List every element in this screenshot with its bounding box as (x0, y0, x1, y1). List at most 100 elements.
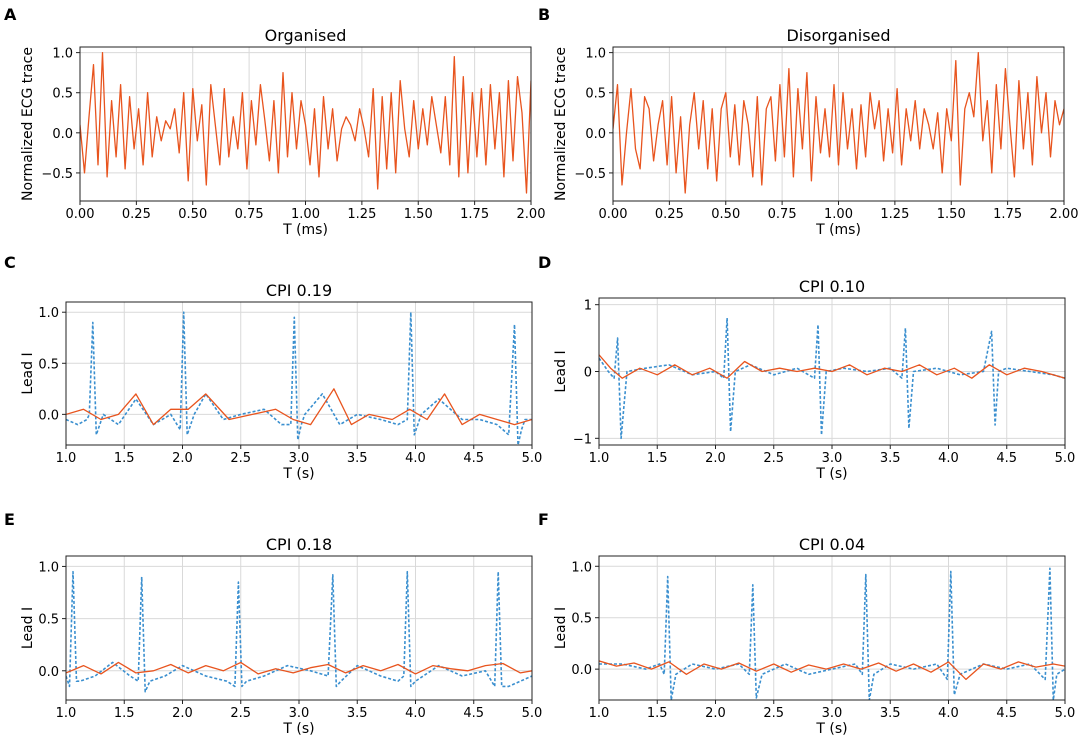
x-tick-label: 4.5 (996, 451, 1017, 466)
panel-e: E 1.0 1.5 2.0 2.5 3.0 3.5 4.0 4.5 5.0 0.0 0.5 1.0 CPI… (4, 510, 542, 737)
x-tick-label: 0.25 (655, 207, 684, 222)
x-tick-label: 1.5 (647, 706, 668, 721)
panel-d: D 1.0 1.5 2.0 2.5 3.0 3.5 4.0 4.5 5.0 −1 0 1 CPI 0.10… (538, 253, 1075, 482)
x-axis-label: T (s) (282, 466, 314, 482)
series-line-ecg (80, 51, 531, 194)
x-tick-label: 3.5 (347, 451, 368, 466)
y-tick-label: 0.0 (52, 127, 73, 142)
x-tick-label: 5.0 (522, 706, 543, 721)
x-tick-label: 1.75 (460, 207, 489, 222)
x-tick-label: 2.5 (230, 451, 251, 466)
x-tick-label: 1.5 (647, 451, 668, 466)
x-tick-label: 2.5 (230, 706, 251, 721)
x-tick-label: 1.5 (114, 451, 135, 466)
y-tick-label: 0.5 (52, 87, 73, 102)
x-axis-label: T (ms) (282, 222, 328, 238)
x-tick-label: 1.00 (291, 207, 320, 222)
chart-title: CPI 0.10 (799, 277, 865, 296)
x-tick-label: 1.25 (880, 207, 909, 222)
series-line-ecg (613, 51, 1064, 194)
y-tick-label: 0.0 (38, 408, 59, 423)
x-tick-label: 1.0 (589, 451, 610, 466)
y-tick-label: 0.5 (571, 612, 592, 627)
panel-b: B 0.00 0.25 0.50 0.75 1.00 1.25 1.50 1.75 2.00 −0.… (538, 5, 1078, 238)
x-tick-label: 0.50 (711, 207, 740, 222)
x-tick-label: 2.0 (705, 706, 726, 721)
x-axis-label: T (ms) (815, 222, 861, 238)
x-tick-label: 3.5 (347, 706, 368, 721)
series-line-reconstruction (599, 354, 1065, 379)
panel-letter: B (538, 5, 550, 24)
x-tick-label: 0.50 (178, 207, 207, 222)
chart-title: Organised (265, 26, 347, 45)
series-line-reconstruction (599, 660, 1065, 681)
x-tick-label: 4.5 (463, 706, 484, 721)
y-axis-label: Lead I (20, 607, 36, 649)
chart-title: CPI 0.19 (266, 281, 332, 300)
y-tick-label: 1.0 (585, 47, 606, 62)
x-tick-label: 2.00 (517, 207, 546, 222)
x-tick-label: 4.0 (938, 706, 959, 721)
y-tick-label: −1 (573, 432, 592, 447)
chart-title: CPI 0.04 (799, 535, 865, 554)
x-tick-label: 4.0 (405, 451, 426, 466)
y-tick-label: 0.5 (38, 357, 59, 372)
series-line-reconstruction (66, 388, 532, 426)
x-tick-label: 3.5 (880, 451, 901, 466)
panel-a: A 0.00 0.25 0.50 0.75 1.00 1.25 1.50 1.75 2.00 −0.… (4, 5, 545, 238)
y-axis-label: Normalized ECG trace (20, 47, 36, 201)
x-axis-label: T (s) (815, 721, 847, 737)
x-tick-label: 1.75 (993, 207, 1022, 222)
panel-letter: F (538, 510, 549, 529)
x-tick-label: 1.00 (824, 207, 853, 222)
x-tick-label: 3.0 (822, 451, 843, 466)
x-tick-label: 2.0 (172, 706, 193, 721)
x-axis-label: T (s) (282, 721, 314, 737)
x-axis-label: T (s) (815, 466, 847, 482)
x-tick-label: 0.75 (235, 207, 264, 222)
panel-letter: C (4, 253, 16, 272)
y-tick-label: 1.0 (38, 560, 59, 575)
x-tick-label: 3.5 (880, 706, 901, 721)
y-tick-label: 1 (584, 299, 592, 314)
x-tick-label: 1.0 (56, 706, 77, 721)
x-tick-label: 5.0 (1055, 706, 1076, 721)
panel-f: F 1.0 1.5 2.0 2.5 3.0 3.5 4.0 4.5 5.0 0.0 0.5 1.0 CPI… (538, 510, 1075, 737)
x-tick-label: 1.0 (56, 451, 77, 466)
series-line-ecg (66, 311, 532, 445)
series-line-reconstruction (66, 661, 532, 675)
x-tick-label: 2.00 (1050, 207, 1079, 222)
chart-title: CPI 0.18 (266, 535, 332, 554)
y-tick-label: 0.0 (571, 663, 592, 678)
x-tick-label: 2.5 (763, 451, 784, 466)
y-tick-label: −0.5 (41, 167, 73, 182)
y-axis-label: Normalized ECG trace (553, 47, 569, 201)
y-tick-label: 0 (584, 366, 592, 381)
x-tick-label: 2.0 (705, 451, 726, 466)
x-tick-label: 3.0 (822, 706, 843, 721)
y-tick-label: 0.5 (585, 87, 606, 102)
x-tick-label: 3.0 (289, 706, 310, 721)
x-tick-label: 5.0 (1055, 451, 1076, 466)
x-tick-label: 4.5 (996, 706, 1017, 721)
x-tick-label: 4.0 (405, 706, 426, 721)
chart-title: Disorganised (786, 26, 890, 45)
y-tick-label: 1.0 (52, 47, 73, 62)
x-tick-label: 0.00 (66, 207, 95, 222)
series-line-ecg (599, 317, 1065, 440)
y-tick-label: 0.5 (38, 613, 59, 628)
x-tick-label: 4.5 (463, 451, 484, 466)
x-tick-label: 2.0 (172, 451, 193, 466)
x-tick-label: 2.5 (763, 706, 784, 721)
panel-letter: D (538, 253, 551, 272)
x-tick-label: 3.0 (289, 451, 310, 466)
x-tick-label: 1.50 (404, 207, 433, 222)
x-tick-label: 1.0 (589, 706, 610, 721)
y-tick-label: −0.5 (574, 167, 606, 182)
x-tick-label: 1.50 (937, 207, 966, 222)
panel-letter: A (4, 5, 17, 24)
y-axis-label: Lead I (553, 350, 569, 392)
x-tick-label: 1.25 (347, 207, 376, 222)
panel-c: C 1.0 1.5 2.0 2.5 3.0 3.5 4.0 4.5 5.0 0.0 0.5 1.0 CPI… (4, 253, 542, 482)
